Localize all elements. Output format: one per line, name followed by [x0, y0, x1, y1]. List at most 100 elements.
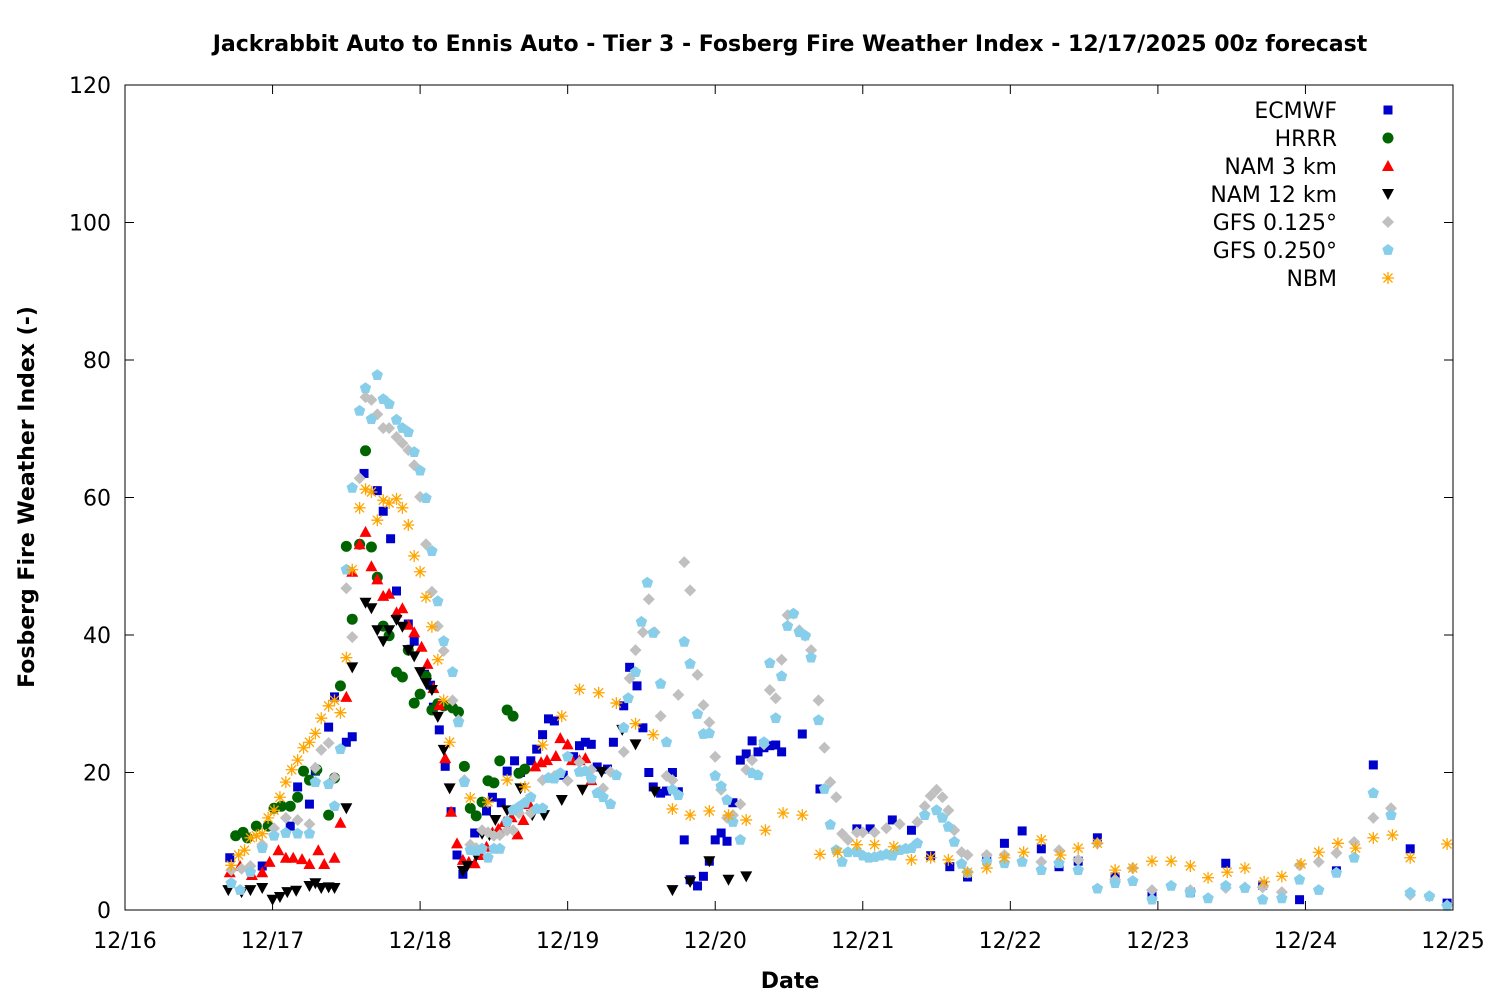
- data-point: [722, 874, 735, 886]
- data-point: [1109, 864, 1122, 877]
- data-point: [1331, 837, 1344, 850]
- data-point: [481, 796, 494, 809]
- data-point: [961, 866, 974, 879]
- data-point: [390, 614, 403, 626]
- data-point: [365, 393, 378, 406]
- data-point: [638, 723, 648, 733]
- data-point: [408, 446, 420, 457]
- data-point: [1330, 846, 1343, 859]
- data-point: [532, 744, 542, 754]
- data-point: [893, 818, 906, 831]
- data-point: [629, 739, 642, 751]
- data-point: [346, 563, 359, 576]
- data-point: [906, 825, 916, 835]
- data-point: [438, 635, 450, 646]
- data-point: [549, 716, 559, 726]
- data-point: [482, 851, 494, 863]
- data-point: [554, 732, 567, 744]
- data-point: [511, 828, 524, 840]
- data-point: [770, 712, 782, 723]
- data-point: [390, 492, 403, 505]
- data-point: [273, 891, 286, 903]
- data-point: [431, 653, 444, 666]
- x-tick-label: 12/18: [388, 929, 451, 954]
- data-point: [266, 894, 279, 906]
- data-point: [1385, 802, 1398, 815]
- data-point: [257, 861, 267, 871]
- data-point: [340, 690, 353, 702]
- data-point: [347, 732, 357, 742]
- y-axis-label: Fosberg Fire Weather Index (-): [15, 306, 40, 688]
- y-tick-label: 0: [97, 899, 111, 924]
- data-point: [334, 816, 347, 828]
- data-point: [431, 620, 444, 633]
- data-point: [293, 782, 303, 792]
- data-point: [727, 816, 739, 827]
- data-point: [1091, 837, 1104, 850]
- data-point: [830, 791, 843, 804]
- data-point: [642, 593, 655, 606]
- data-point: [617, 745, 630, 758]
- data-point: [1348, 851, 1360, 863]
- data-point: [494, 842, 506, 854]
- data-point: [1127, 875, 1139, 886]
- data-point: [709, 769, 721, 781]
- data-point: [955, 857, 968, 869]
- data-point: [635, 615, 648, 627]
- data-point: [408, 626, 421, 638]
- data-point: [420, 591, 433, 604]
- data-point: [818, 783, 831, 794]
- data-point: [747, 736, 757, 746]
- data-point: [365, 603, 378, 615]
- data-point: [1202, 871, 1215, 884]
- data-point: [409, 636, 419, 646]
- legend-marker: [1382, 189, 1394, 200]
- data-point: [710, 835, 720, 845]
- data-point: [856, 826, 869, 839]
- data-point: [1035, 833, 1048, 846]
- data-point: [781, 620, 794, 631]
- data-point: [296, 853, 309, 865]
- axes: 0 20 40 60 80 100 120 12/16 12/17 12/18 12/19 12/20…: [69, 74, 1485, 954]
- data-point: [328, 800, 341, 811]
- y-tick-label: 40: [83, 624, 111, 649]
- x-tick-label: 12/23: [1126, 929, 1189, 954]
- data-point: [573, 683, 586, 696]
- data-point: [365, 413, 378, 424]
- data-point: [1367, 787, 1379, 798]
- data-point: [434, 725, 444, 735]
- data-point: [924, 851, 937, 864]
- data-point: [1221, 866, 1234, 879]
- data-point: [703, 727, 715, 739]
- data-point: [980, 849, 993, 861]
- x-tick-label: 12/16: [93, 929, 156, 954]
- data-point: [452, 850, 462, 860]
- data-point: [684, 809, 697, 822]
- data-point: [691, 668, 704, 681]
- data-point: [765, 741, 775, 751]
- data-point: [402, 519, 415, 531]
- data-point: [303, 857, 316, 869]
- x-tick-label: 12/19: [536, 929, 599, 954]
- data-point: [225, 859, 238, 872]
- data-point: [402, 645, 415, 657]
- data-point: [1385, 809, 1397, 820]
- data-point: [291, 813, 304, 826]
- data-point: [464, 802, 476, 814]
- data-point: [250, 820, 262, 832]
- data-point: [334, 680, 346, 692]
- data-point: [1017, 846, 1030, 859]
- data-point: [275, 800, 287, 812]
- data-point: [518, 780, 531, 793]
- data-point: [752, 769, 764, 781]
- data-point: [758, 736, 770, 748]
- data-point: [703, 856, 716, 868]
- data-point: [1312, 855, 1325, 868]
- data-point: [775, 653, 788, 666]
- data-point: [703, 805, 716, 817]
- data-point: [464, 791, 477, 804]
- data-point: [285, 763, 298, 776]
- data-point: [945, 862, 955, 872]
- data-point: [1295, 895, 1305, 905]
- data-point: [981, 855, 993, 867]
